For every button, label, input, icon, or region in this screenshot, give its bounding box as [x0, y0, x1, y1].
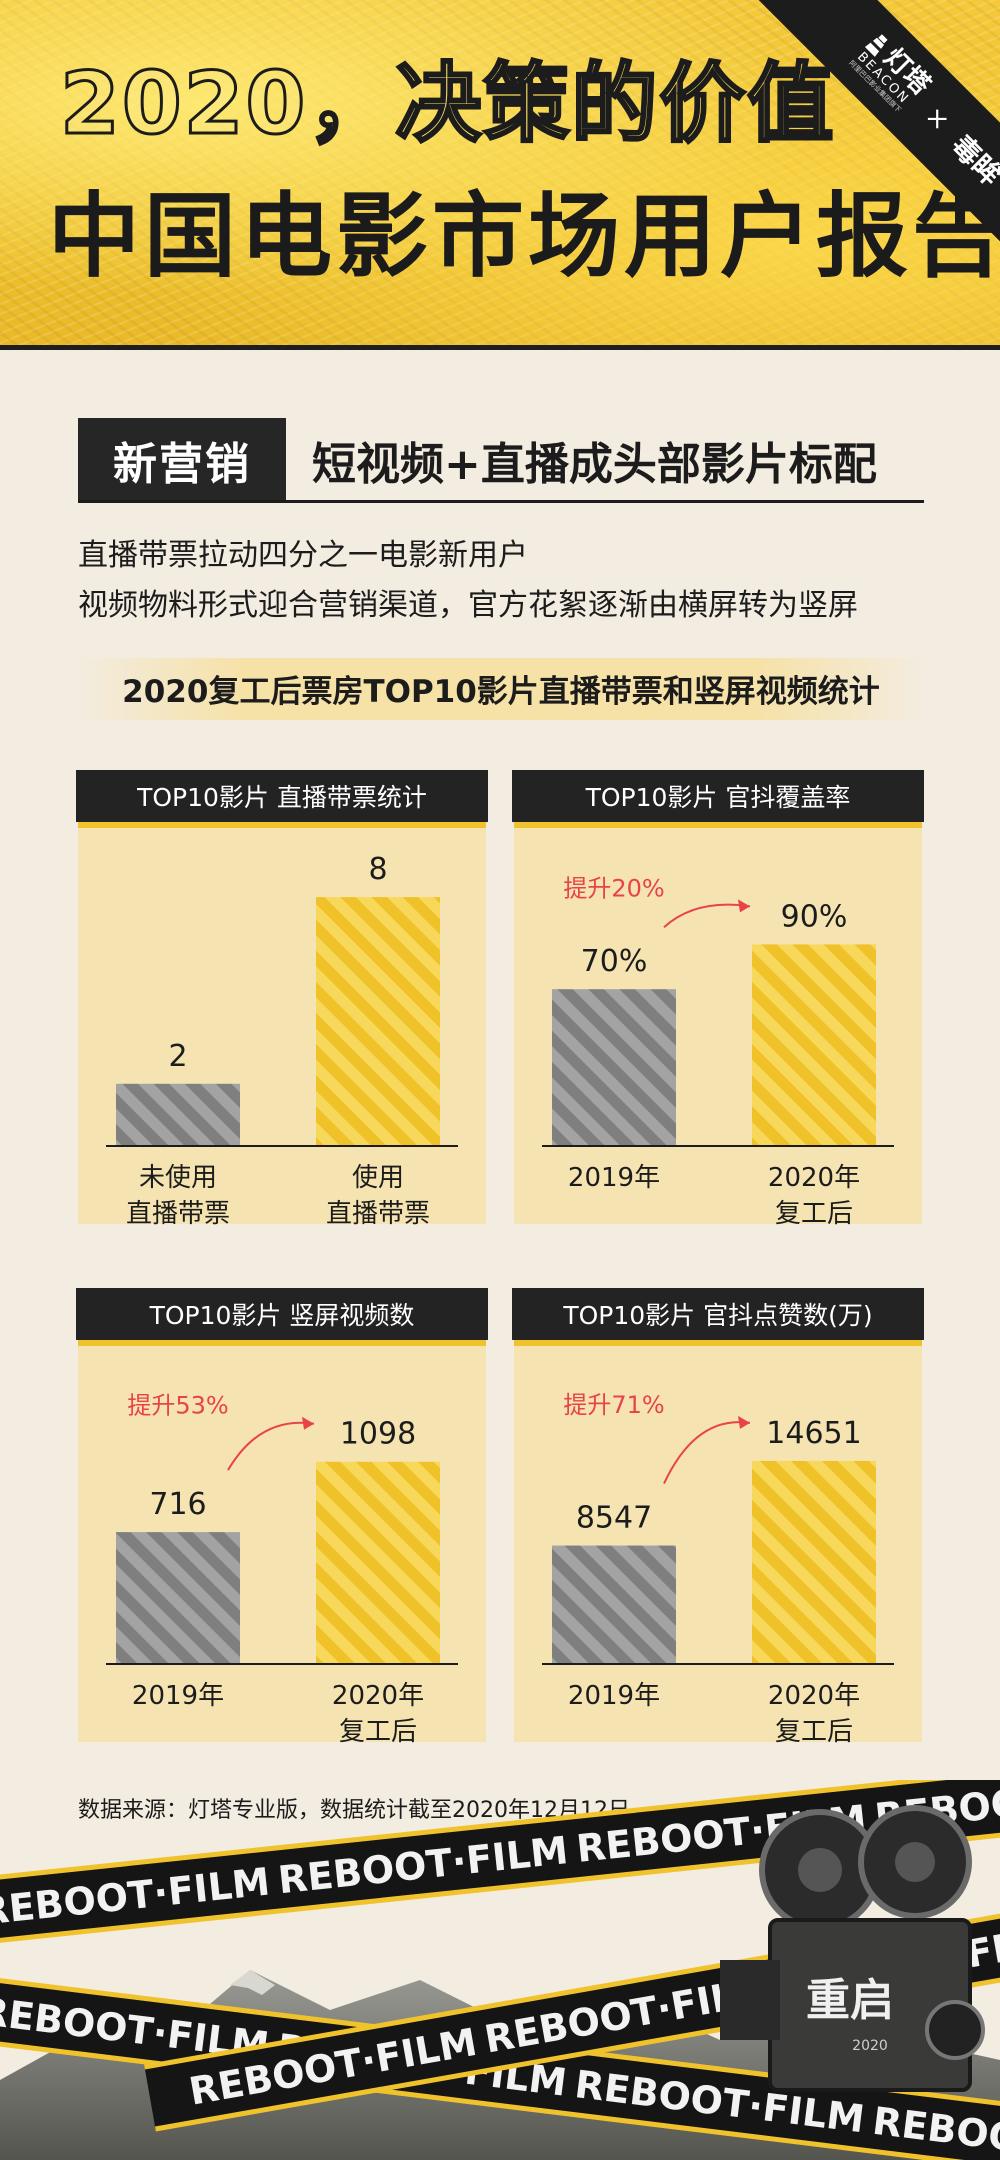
category-label: 2019年 — [568, 1163, 660, 1193]
increase-arrow — [663, 1421, 751, 1484]
category-label: 2019年 — [568, 1681, 660, 1711]
increase-arrow — [663, 903, 751, 928]
tape-strip — [0, 1975, 1000, 2160]
increase-arrow — [227, 1421, 315, 1471]
category-label: 未使用 — [139, 1163, 217, 1193]
category-label: 复工后 — [775, 1199, 853, 1229]
header-banner: 2020，决策的价值 中国电影市场用户报告 灯塔 BEACON 阿里巴巴影业集团… — [0, 0, 1000, 348]
bar-before — [116, 1532, 240, 1664]
description-line1: 直播带票拉动四分之一电影新用户 — [78, 538, 528, 573]
section-title: 短视频+直播成头部影片标配 — [312, 439, 877, 490]
description-line2: 视频物料形式迎合营销渠道，官方花絮逐渐由横屏转为竖屏 — [78, 588, 858, 623]
subtitle-highlight — [78, 658, 924, 720]
value-label: 8547 — [576, 1501, 652, 1536]
film-camera-icon: 重启 2020 — [720, 1805, 985, 2092]
bar-before — [552, 989, 676, 1146]
category-label: 复工后 — [339, 1717, 417, 1747]
value-label: 2 — [168, 1039, 187, 1074]
value-label: 14651 — [766, 1416, 861, 1451]
tape-strip — [0, 1780, 1000, 1945]
corner-brand-band: 灯塔 BEACON 阿里巴巴影业集团旗下 × 毒眸 — [730, 0, 1000, 312]
section-tag: 新营销 — [78, 418, 286, 502]
panel-head-accent — [514, 822, 922, 828]
increase-annotation: 提升71% — [563, 1391, 664, 1419]
chart-panel-douyin-likes: 8547 2019年 14651 2020年复工后 提升71% TOP10影片 官抖点赞… — [512, 1288, 924, 1747]
increase-annotation: 提升53% — [127, 1392, 228, 1420]
panel-head-accent — [514, 1340, 922, 1346]
bar-after — [316, 897, 440, 1146]
bar-after — [752, 944, 876, 1146]
category-label: 2020年 — [768, 1163, 860, 1193]
chart-panel-vertical-videos: 716 2019年 1098 2020年复工后 提升53% TOP10影片 竖屏视频数 — [76, 1288, 488, 1747]
bar-before — [116, 1083, 240, 1146]
chart-panel-douyin-coverage: 70% 2019年 90% 2020年复工后 提升20% TOP10影片 官抖覆盖率 — [512, 770, 924, 1229]
bar-before — [552, 1545, 676, 1664]
camera-year: 2020 — [852, 2038, 888, 2054]
category-label: 2020年 — [332, 1681, 424, 1711]
panel-head-accent — [78, 822, 486, 828]
category-label: 2020年 — [768, 1681, 860, 1711]
section-underline — [78, 500, 924, 503]
partner-logo: 毒眸 — [944, 128, 1000, 192]
reboot-film-tape: REBOOT·FILMREBOOT·FILMREBOOT·FILMREBOOT·… — [0, 1780, 1000, 1949]
category-label: 直播带票 — [326, 1199, 430, 1229]
header-title-line1: 2020，决策的价值 — [59, 53, 836, 156]
chart-title: TOP10影片 官抖点赞数(万) — [512, 1288, 924, 1340]
lighthouse-icon — [865, 33, 888, 57]
value-label: 716 — [149, 1487, 206, 1522]
category-label: 复工后 — [775, 1717, 853, 1747]
panel-head-accent — [78, 1340, 486, 1346]
cross-mark: × — [918, 100, 956, 138]
category-label: 2019年 — [132, 1681, 224, 1711]
footer-decoration: REBOOT·FILM REBOOT·FILM REBOOT·FILM REBOOT·… — [0, 1780, 1000, 2160]
arrow-head — [738, 899, 750, 913]
value-label: 70% — [581, 944, 648, 979]
tape-edge — [0, 1780, 1000, 1887]
footer-art: REBOOT·FILM REBOOT·FILM REBOOT·FILMREBOOT·… — [0, 1780, 1000, 2160]
arrow-head — [738, 1415, 750, 1429]
chart-title: TOP10影片 官抖覆盖率 — [512, 770, 924, 822]
header-divider — [0, 345, 1000, 350]
camera-text: 重启 — [806, 1975, 894, 2026]
beacon-logo: 灯塔 BEACON 阿里巴巴影业集团旗下 — [845, 27, 936, 116]
chart-panel-live-ticketing: 2 未使用直播带票 8 使用直播带票 TOP10影片 直播带票统计 — [76, 770, 488, 1229]
chart-title: TOP10影片 直播带票统计 — [76, 770, 488, 822]
value-label: 90% — [781, 899, 848, 934]
increase-annotation: 提升20% — [563, 874, 664, 902]
bar-after — [316, 1461, 440, 1664]
category-label: 使用 — [352, 1163, 404, 1193]
charts-subtitle: 2020复工后票房TOP10影片直播带票和竖屏视频统计 — [122, 674, 880, 710]
bar-after — [752, 1460, 876, 1664]
arrow-head — [302, 1416, 314, 1430]
mountain-snow — [230, 1970, 275, 1995]
value-label: 1098 — [340, 1417, 416, 1452]
chart-title: TOP10影片 竖屏视频数 — [76, 1288, 488, 1340]
value-label: 8 — [368, 852, 387, 887]
category-label: 直播带票 — [126, 1199, 230, 1229]
header-title-line2: 中国电影市场用户报告 — [48, 183, 1000, 290]
